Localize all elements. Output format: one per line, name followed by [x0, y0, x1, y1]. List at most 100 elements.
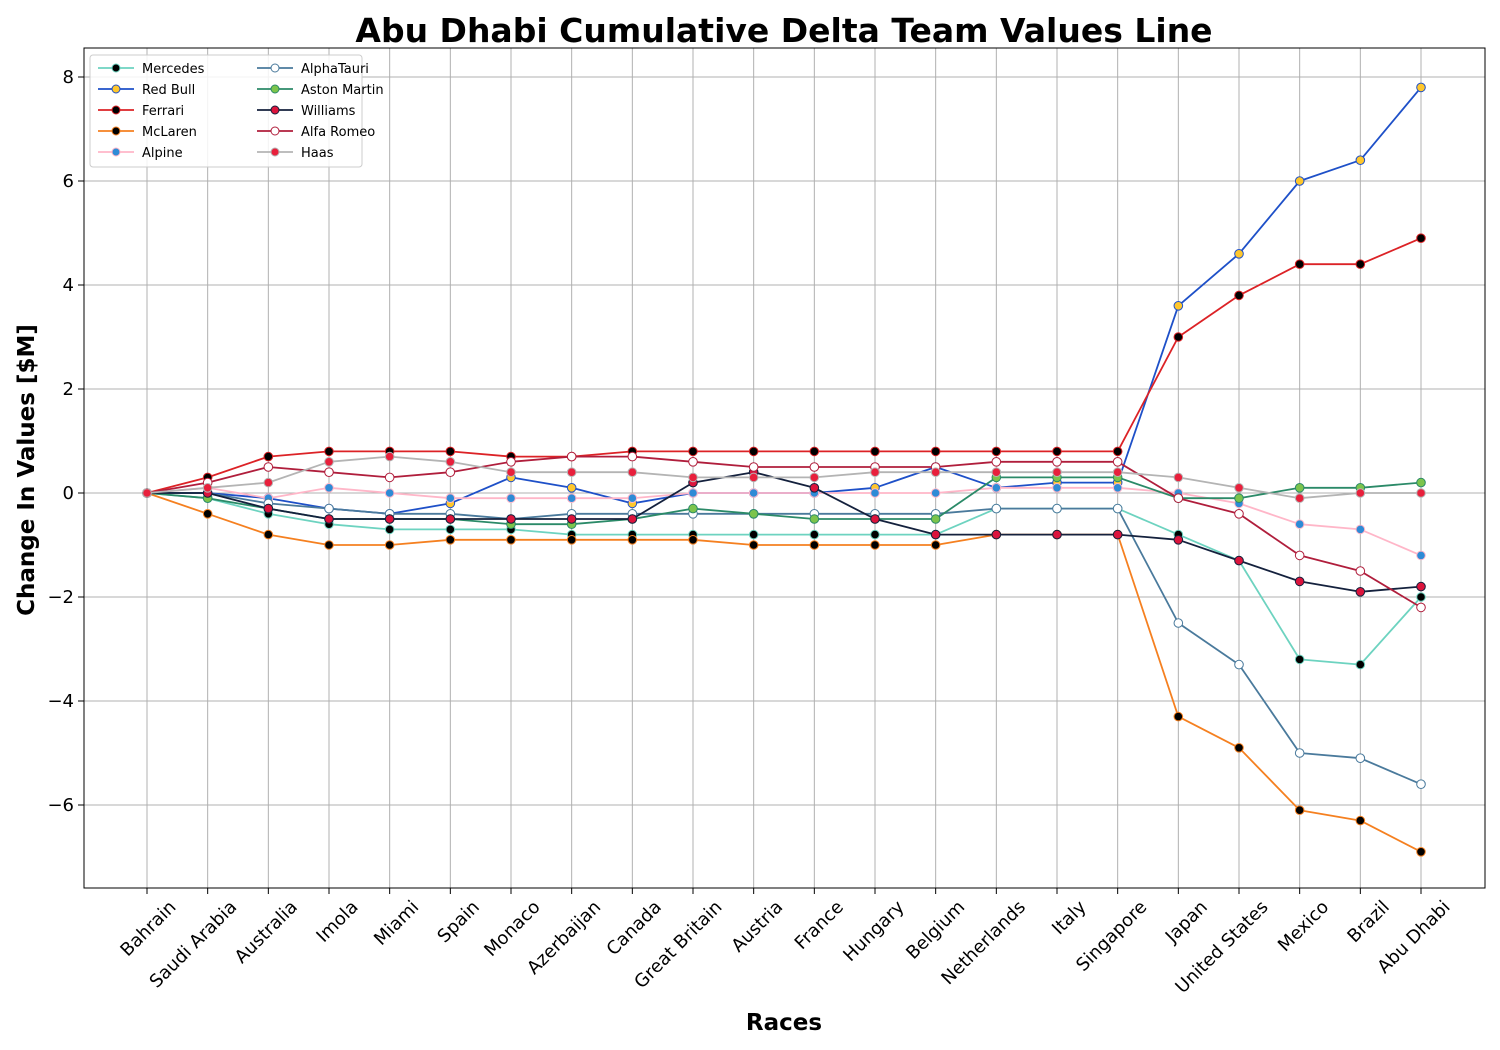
data-point	[506, 535, 516, 545]
data-point	[1294, 654, 1305, 665]
data-point	[870, 488, 880, 498]
series-line	[146, 492, 1422, 853]
data-point	[991, 529, 1002, 540]
legend-label: Alfa Romeo	[301, 125, 375, 140]
legend-label: Williams	[301, 104, 356, 119]
x-tick-label: Imola	[312, 897, 362, 947]
data-point	[991, 457, 1002, 467]
series-line	[146, 455, 1422, 609]
y-tick-label: −2	[47, 587, 74, 608]
data-point	[688, 535, 698, 545]
legend-item: Haas	[257, 146, 334, 161]
data-point	[930, 514, 941, 524]
data-point	[324, 467, 334, 478]
data-point	[445, 467, 456, 478]
data-point	[1234, 509, 1244, 519]
data-point	[566, 451, 577, 462]
legend-marker	[270, 105, 280, 115]
data-point	[991, 503, 1002, 514]
data-point	[1052, 529, 1062, 540]
data-point	[1416, 488, 1426, 498]
data-point	[202, 509, 213, 519]
series-aston-martin	[142, 472, 1426, 530]
legend-item: Williams	[257, 104, 356, 119]
data-point	[1416, 581, 1426, 592]
data-point	[748, 509, 759, 519]
data-point	[1416, 779, 1426, 790]
data-point	[263, 477, 274, 488]
data-point	[263, 529, 274, 540]
data-point	[1416, 592, 1426, 602]
legend-marker	[111, 84, 121, 94]
data-point	[991, 483, 1002, 493]
x-tick-label: Japan	[1161, 897, 1212, 948]
data-point	[688, 457, 698, 467]
legend-box	[89, 54, 363, 168]
data-point	[991, 446, 1002, 457]
data-point	[1416, 477, 1426, 488]
data-point	[142, 488, 152, 498]
data-point	[445, 535, 456, 545]
legend-marker	[270, 63, 280, 73]
data-point	[1294, 519, 1305, 530]
data-point	[566, 493, 577, 504]
legend-item: Alpine	[98, 146, 183, 161]
legend-item: Alfa Romeo	[257, 125, 375, 140]
legend-marker	[270, 126, 280, 136]
data-point	[991, 467, 1002, 478]
legend-label: AlphaTauri	[301, 62, 369, 77]
data-point	[1112, 467, 1123, 478]
series-line	[147, 471, 1422, 593]
data-point	[324, 503, 334, 514]
data-point	[1355, 753, 1366, 764]
data-point	[445, 514, 456, 524]
x-tick-label: Spain	[433, 897, 483, 947]
series-alfa-romeo	[142, 451, 1426, 613]
data-point	[809, 540, 820, 550]
data-point	[870, 446, 880, 457]
series-line	[146, 492, 1422, 666]
data-point	[1234, 743, 1244, 753]
data-point	[384, 488, 395, 498]
data-point	[506, 467, 516, 478]
data-point	[809, 529, 820, 540]
data-point	[1355, 259, 1366, 270]
data-point	[445, 524, 456, 535]
data-point	[1173, 711, 1184, 722]
data-point	[1294, 748, 1305, 758]
data-point	[1173, 618, 1184, 628]
data-point	[1234, 555, 1244, 566]
data-point	[1355, 659, 1366, 670]
legend-item: Mercedes	[98, 62, 205, 77]
data-point	[1112, 457, 1123, 467]
legend-label: McLaren	[142, 125, 197, 140]
series-line	[146, 455, 1421, 500]
data-point	[930, 529, 941, 540]
x-tick-label: Australia	[231, 897, 302, 968]
chart-title: Abu Dhabi Cumulative Delta Team Values L…	[355, 11, 1212, 50]
x-tick-label: Hungary	[839, 896, 908, 965]
data-point	[506, 514, 516, 524]
data-point	[809, 483, 820, 493]
legend-item: Ferrari	[98, 104, 184, 119]
series-ferrari	[142, 233, 1426, 498]
data-point	[384, 540, 395, 550]
data-point	[1052, 446, 1062, 457]
data-point	[688, 503, 698, 514]
data-point	[809, 514, 820, 524]
data-point	[324, 446, 334, 457]
data-point	[748, 462, 759, 472]
data-point	[202, 483, 213, 493]
data-point	[506, 493, 516, 504]
x-tick-label: Italy	[1048, 896, 1091, 939]
data-point	[1234, 659, 1244, 670]
legend-label: Aston Martin	[301, 83, 384, 98]
data-point	[445, 446, 456, 457]
data-point	[1355, 524, 1366, 535]
data-point	[566, 483, 577, 493]
data-point	[688, 472, 698, 483]
x-tick-label: Mexico	[1274, 897, 1333, 956]
data-point	[445, 493, 456, 504]
